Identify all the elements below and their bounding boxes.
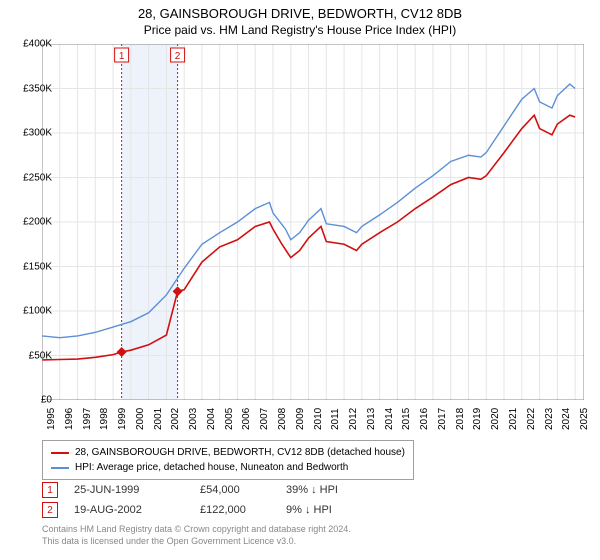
legend-label: HPI: Average price, detached house, Nune… — [75, 460, 348, 475]
title-address: 28, GAINSBOROUGH DRIVE, BEDWORTH, CV12 8… — [0, 6, 600, 21]
footer: Contains HM Land Registry data © Crown c… — [42, 524, 351, 547]
sale-diff: 9% ↓ HPI — [286, 504, 376, 516]
sale-date: 25-JUN-1999 — [74, 484, 184, 496]
sales-table: 1 25-JUN-1999 £54,000 39% ↓ HPI 2 19-AUG… — [42, 480, 376, 520]
sale-price: £122,000 — [200, 504, 270, 516]
sales-row: 1 25-JUN-1999 £54,000 39% ↓ HPI — [42, 480, 376, 500]
chart-svg: 12 — [42, 44, 584, 400]
title-subtitle: Price paid vs. HM Land Registry's House … — [0, 23, 600, 37]
sale-marker-icon: 2 — [42, 502, 58, 518]
legend-swatch — [51, 467, 69, 469]
legend-label: 28, GAINSBOROUGH DRIVE, BEDWORTH, CV12 8… — [75, 445, 405, 460]
legend-item: 28, GAINSBOROUGH DRIVE, BEDWORTH, CV12 8… — [51, 445, 405, 460]
sale-marker-icon: 1 — [42, 482, 58, 498]
sales-row: 2 19-AUG-2002 £122,000 9% ↓ HPI — [42, 500, 376, 520]
legend-swatch — [51, 452, 69, 454]
footer-line: This data is licensed under the Open Gov… — [42, 536, 351, 548]
sale-date: 19-AUG-2002 — [74, 504, 184, 516]
svg-text:2: 2 — [175, 51, 181, 62]
title-block: 28, GAINSBOROUGH DRIVE, BEDWORTH, CV12 8… — [0, 0, 600, 37]
chart-container: 28, GAINSBOROUGH DRIVE, BEDWORTH, CV12 8… — [0, 0, 600, 560]
sale-price: £54,000 — [200, 484, 270, 496]
footer-line: Contains HM Land Registry data © Crown c… — [42, 524, 351, 536]
legend-item: HPI: Average price, detached house, Nune… — [51, 460, 405, 475]
sale-diff: 39% ↓ HPI — [286, 484, 376, 496]
svg-text:1: 1 — [119, 51, 125, 62]
legend: 28, GAINSBOROUGH DRIVE, BEDWORTH, CV12 8… — [42, 440, 414, 480]
